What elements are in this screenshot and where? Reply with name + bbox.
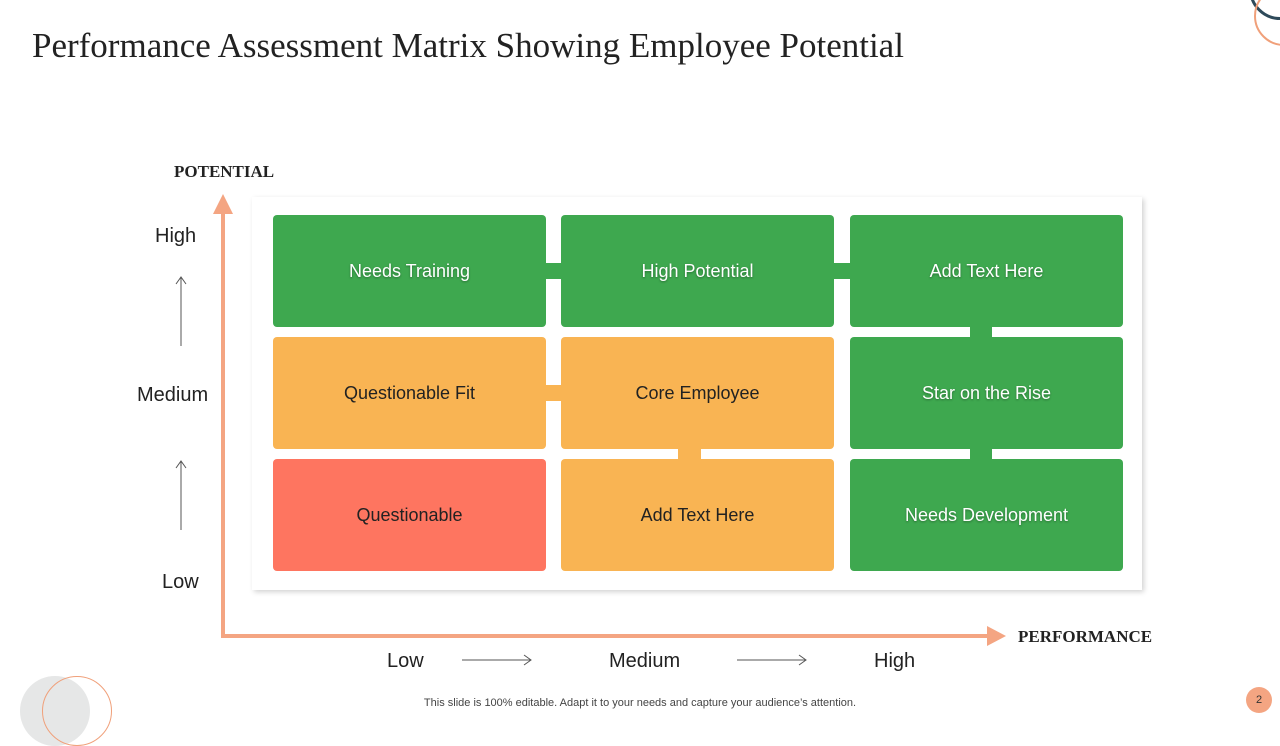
matrix-cell-star-on-the-rise: Star on the Rise xyxy=(850,337,1123,449)
matrix-cell-add-text-bottom: Add Text Here xyxy=(561,459,834,571)
matrix-cell-core-employee: Core Employee xyxy=(561,337,834,449)
y-axis-title: POTENTIAL xyxy=(174,162,275,181)
x-level-medium: Medium xyxy=(609,650,681,672)
x-arrow-right-head xyxy=(798,654,807,666)
axes xyxy=(175,194,1006,666)
y-axis-arrowhead xyxy=(213,194,233,214)
x-axis-title: PERFORMANCE xyxy=(1018,627,1153,646)
connector xyxy=(970,447,992,460)
connector xyxy=(545,385,562,401)
matrix-cell-needs-training: Needs Training xyxy=(273,215,546,327)
connector xyxy=(678,447,701,460)
x-level-high: High xyxy=(874,650,916,672)
connector xyxy=(545,263,562,279)
matrix-cell-add-text-top: Add Text Here xyxy=(850,215,1123,327)
x-level-low: Low xyxy=(387,650,424,672)
matrix-cell-questionable-fit: Questionable Fit xyxy=(273,337,546,449)
matrix-cell-questionable: Questionable xyxy=(273,459,546,571)
slide-title: Performance Assessment Matrix Showing Em… xyxy=(32,26,904,65)
matrix-cell-high-potential: High Potential xyxy=(561,215,834,327)
page-number: 2 xyxy=(1246,687,1272,713)
x-axis-arrowhead xyxy=(987,626,1006,646)
connector xyxy=(970,325,992,338)
footer-note: This slide is 100% editable. Adapt it to… xyxy=(423,697,857,709)
x-arrow-left-head xyxy=(523,654,532,666)
matrix-cell-needs-development: Needs Development xyxy=(850,459,1123,571)
y-level-low: Low xyxy=(162,571,199,593)
y-arrow-lower-head xyxy=(175,460,187,469)
y-arrow-upper-head xyxy=(175,276,187,285)
connector xyxy=(833,263,851,279)
y-level-medium: Medium xyxy=(137,384,209,406)
y-level-high: High xyxy=(155,225,197,247)
